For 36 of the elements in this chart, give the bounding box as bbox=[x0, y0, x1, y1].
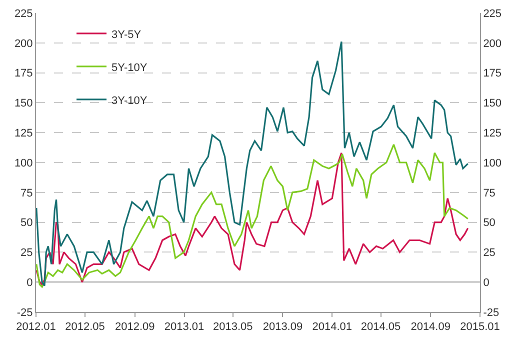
y2-tick-label: 125 bbox=[483, 127, 502, 140]
x-tick-label: 2012.05 bbox=[65, 321, 105, 334]
y2-tick-label: 25 bbox=[483, 247, 496, 260]
x-tick-label: 2013.05 bbox=[212, 321, 253, 334]
y-tick-label: 100 bbox=[14, 157, 33, 170]
y-tick-label: 125 bbox=[14, 127, 33, 140]
y2-tick-label: 150 bbox=[483, 98, 502, 110]
legend-label: 3Y-10Y bbox=[112, 94, 148, 107]
y-tick-label: 75 bbox=[20, 187, 33, 200]
y-tick-label: 175 bbox=[14, 68, 33, 80]
y-tick-label: 225 bbox=[14, 8, 33, 20]
y-tick-label: 150 bbox=[14, 98, 33, 110]
y2-tick-label: 0 bbox=[483, 276, 490, 289]
x-tick-label: 2014.05 bbox=[360, 321, 401, 334]
x-tick-label: 2012.09 bbox=[114, 321, 155, 334]
x-tick-label: 2014.01 bbox=[312, 321, 352, 334]
y-tick-label: 25 bbox=[20, 247, 33, 260]
x-tick-label: 2013.01 bbox=[164, 321, 204, 334]
x-tick-label: 2012.01 bbox=[16, 321, 56, 334]
y-tick-label: 50 bbox=[20, 217, 33, 230]
x-tick-label: 2013.09 bbox=[262, 321, 303, 334]
y-tick-label: 0 bbox=[26, 276, 33, 289]
y2-tick-label: 225 bbox=[483, 8, 502, 20]
legend-label: 5Y-10Y bbox=[112, 62, 148, 74]
y-tick-label: 200 bbox=[14, 38, 33, 50]
y2-tick-label: 50 bbox=[483, 217, 496, 230]
y2-tick-label: 200 bbox=[483, 38, 502, 50]
line-series bbox=[36, 40, 469, 286]
y2-tick-label: 100 bbox=[483, 157, 502, 170]
y2-tick-label: 175 bbox=[483, 68, 502, 80]
x-tick-label: 2014.09 bbox=[410, 321, 450, 334]
x-tick-label: 2015.01 bbox=[460, 321, 500, 334]
y-tick-label: -25 bbox=[16, 306, 33, 319]
y2-tick-label: -25 bbox=[483, 306, 500, 319]
y2-tick-label: 75 bbox=[483, 187, 496, 200]
legend-label: 3Y-5Y bbox=[112, 28, 142, 41]
